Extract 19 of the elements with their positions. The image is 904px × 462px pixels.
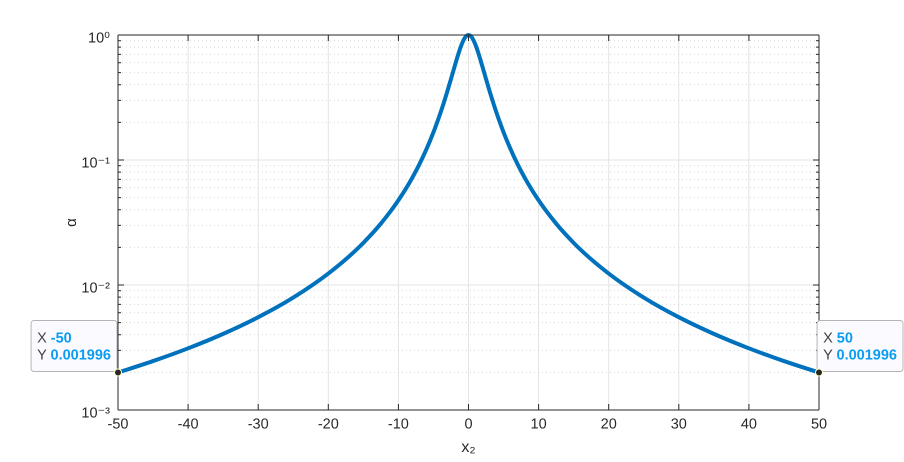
- x-tick-label: -40: [178, 416, 199, 432]
- x-tick-label: -30: [248, 416, 269, 432]
- x-tick-label: -20: [318, 416, 339, 432]
- x-axis-title: x₂: [461, 439, 476, 456]
- x-tick-label: -50: [108, 416, 128, 432]
- x-tick-label: 30: [670, 416, 687, 432]
- x-tick-label: -10: [388, 416, 409, 432]
- x-tick-label: 10: [530, 416, 547, 432]
- annotation: X 50 Y 0.001996: [823, 330, 897, 364]
- y-tick-label: 10⁰: [88, 30, 110, 46]
- x-tick-label: 40: [740, 416, 757, 432]
- y-tick-label: 10⁻³: [81, 405, 110, 422]
- y-tick-label: 10⁻²: [81, 280, 110, 296]
- x-tick-label: 0: [464, 416, 473, 432]
- y-tick-label: 10⁻¹: [81, 155, 110, 172]
- x-tick-label: 50: [810, 416, 828, 432]
- annotation: X -50 Y 0.001996: [37, 330, 111, 364]
- x-tick-label: 20: [600, 416, 617, 432]
- y-axis-title: α: [63, 218, 80, 227]
